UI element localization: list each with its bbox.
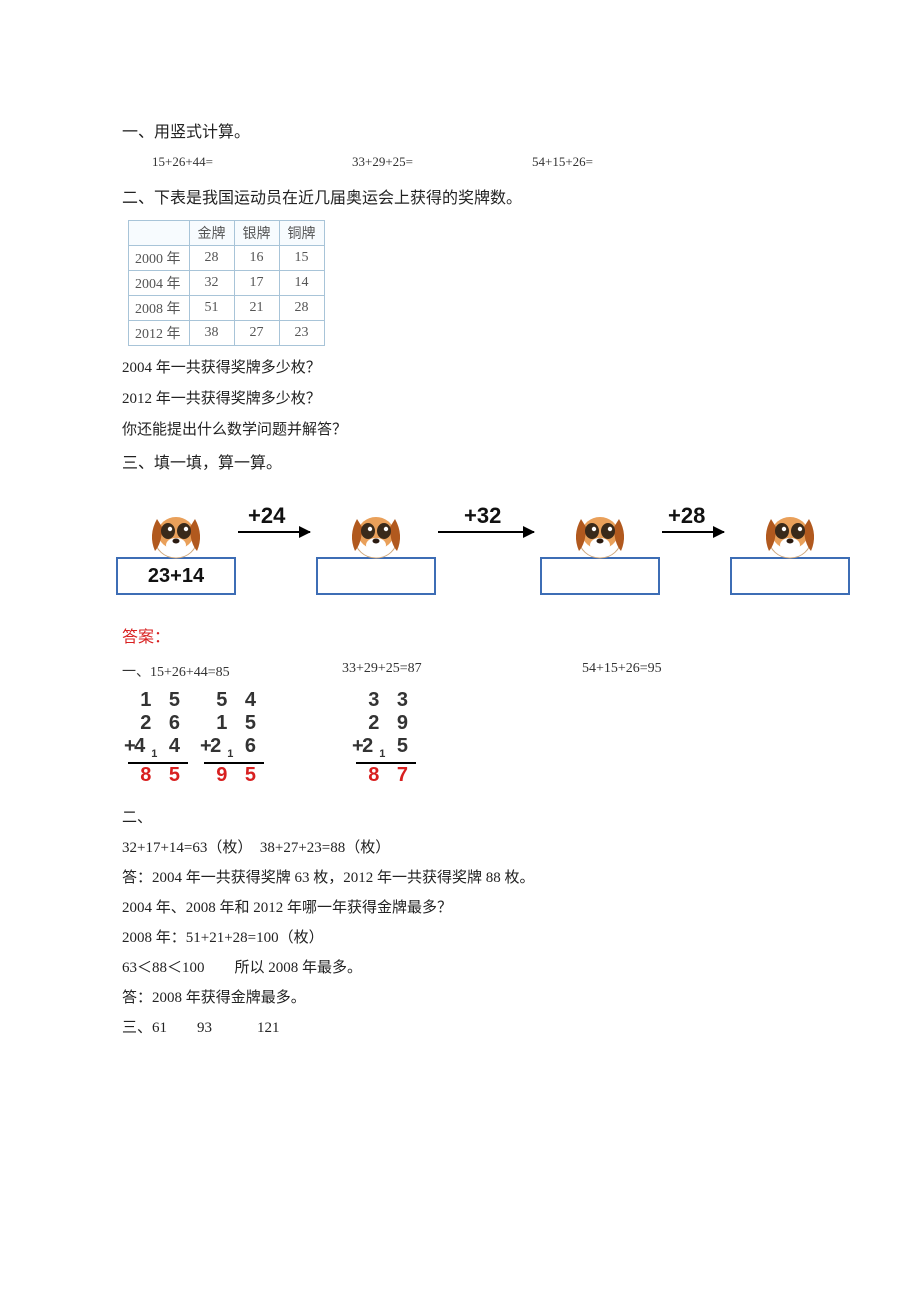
question-2012: 2012 年一共获得奖牌多少枚？ — [122, 387, 800, 408]
cell: 15 — [279, 246, 324, 271]
ans-line: 答：2004 年一共获得奖牌 63 枚，2012 年一共获得奖牌 88 枚。 — [122, 863, 800, 893]
vline: 2 6 — [128, 712, 188, 735]
vcalc-3: 3 3 2 9 +21 5 8 7 — [356, 689, 416, 787]
cell: 14 — [279, 271, 324, 296]
section2-title: 二、下表是我国运动员在近几届奥运会上获得的奖牌数。 — [122, 184, 800, 208]
vresult: 8 7 — [356, 764, 416, 787]
vline-plus: +21 5 — [356, 735, 416, 764]
cell: 17 — [234, 271, 279, 296]
vline-plus: +41 4 — [128, 735, 188, 764]
digit: 6 — [233, 735, 262, 757]
cell: 16 — [234, 246, 279, 271]
dog-icon — [758, 505, 822, 566]
cell: 28 — [189, 246, 234, 271]
answers-body: 二、 32+17+14=63（枚） 38+27+23=88（枚） 答：2004 … — [122, 803, 800, 1043]
table-row: 2000 年 28 16 15 — [129, 246, 325, 271]
table-header-row: 金牌 银牌 铜牌 — [129, 221, 325, 246]
th-blank — [129, 221, 190, 246]
vline: 1 5 — [128, 689, 188, 712]
arrow-1 — [238, 531, 310, 533]
ans-line: 32+17+14=63（枚） 38+27+23=88（枚） — [122, 833, 800, 863]
ans-line: 63＜88＜100 所以 2008 年最多。 — [122, 953, 800, 983]
cell: 38 — [189, 321, 234, 346]
dog-icon — [344, 505, 408, 566]
plus-sign: + — [124, 735, 142, 758]
dog-icon — [568, 505, 632, 566]
page: 一、用竖式计算。 15+26+44= 33+29+25= 54+15+26= 二… — [0, 0, 920, 1083]
answers-row1: 一、15+26+44=85 33+29+25=87 54+15+26=95 — [122, 661, 800, 681]
digit: 4 — [157, 735, 186, 757]
cell: 51 — [189, 296, 234, 321]
section1-equations: 15+26+44= 33+29+25= 54+15+26= — [122, 154, 800, 170]
table-row: 2004 年 32 17 14 — [129, 271, 325, 296]
arrow-2 — [438, 531, 534, 533]
cell-year: 2012 年 — [129, 321, 190, 346]
arrow-3 — [662, 531, 724, 533]
ans1c: 54+15+26=95 — [582, 661, 782, 681]
th-silver: 银牌 — [234, 221, 279, 246]
arrow-label-1: +24 — [248, 503, 285, 529]
arrow-label-2: +32 — [464, 503, 501, 529]
ans-line: 2008 年：51+21+28=100（枚） — [122, 923, 800, 953]
digit: 5 — [385, 735, 414, 757]
eq-1: 15+26+44= — [152, 154, 352, 170]
cell: 28 — [279, 296, 324, 321]
vline: 3 3 — [356, 689, 416, 712]
ans-line: 2004 年、2008 年和 2012 年哪一年获得金牌最多？ — [122, 893, 800, 923]
ans-line: 二、 — [122, 803, 800, 833]
cell-year: 2008 年 — [129, 296, 190, 321]
cell: 21 — [234, 296, 279, 321]
ans1b: 33+29+25=87 — [342, 661, 582, 681]
vline: 2 9 — [356, 712, 416, 735]
question-2004: 2004 年一共获得奖牌多少枚？ — [122, 356, 800, 377]
plus-sign: + — [200, 735, 218, 758]
th-bronze: 铜牌 — [279, 221, 324, 246]
section3-title: 三、填一填，算一算。 — [122, 449, 800, 473]
ans1a: 一、15+26+44=85 — [122, 661, 342, 681]
ans-line: 三、61 93 121 — [122, 1013, 800, 1043]
vcalc-1: 1 5 2 6 +41 4 8 5 — [128, 689, 188, 787]
cell: 23 — [279, 321, 324, 346]
answers-title: 答案： — [122, 623, 800, 647]
table-row: 2008 年 51 21 28 — [129, 296, 325, 321]
vertical-calculations: 1 5 2 6 +41 4 8 5 5 4 1 5 +21 6 9 5 3 3 … — [128, 689, 800, 787]
cell: 27 — [234, 321, 279, 346]
vline: 1 5 — [204, 712, 264, 735]
cell-year: 2004 年 — [129, 271, 190, 296]
vline: 5 4 — [204, 689, 264, 712]
cell-year: 2000 年 — [129, 246, 190, 271]
medals-table: 金牌 银牌 铜牌 2000 年 28 16 15 2004 年 32 17 14… — [128, 220, 325, 346]
section1-title: 一、用竖式计算。 — [122, 118, 800, 142]
table-row: 2012 年 38 27 23 — [129, 321, 325, 346]
dog-icon — [144, 505, 208, 566]
vresult: 8 5 — [128, 764, 188, 787]
vcalc-2: 5 4 1 5 +21 6 9 5 — [204, 689, 264, 787]
question-own: 你还能提出什么数学问题并解答？ — [122, 418, 800, 439]
plus-sign: + — [352, 735, 370, 758]
vresult: 9 5 — [204, 764, 264, 787]
vline-plus: +21 6 — [204, 735, 264, 764]
arrow-label-3: +28 — [668, 503, 705, 529]
eq-2: 33+29+25= — [352, 154, 532, 170]
ans-line: 答：2008 年获得金牌最多。 — [122, 983, 800, 1013]
eq-3: 54+15+26= — [532, 154, 692, 170]
chain-diagram: 23+14 +24 +32 +28 — [116, 485, 920, 595]
cell: 32 — [189, 271, 234, 296]
th-gold: 金牌 — [189, 221, 234, 246]
